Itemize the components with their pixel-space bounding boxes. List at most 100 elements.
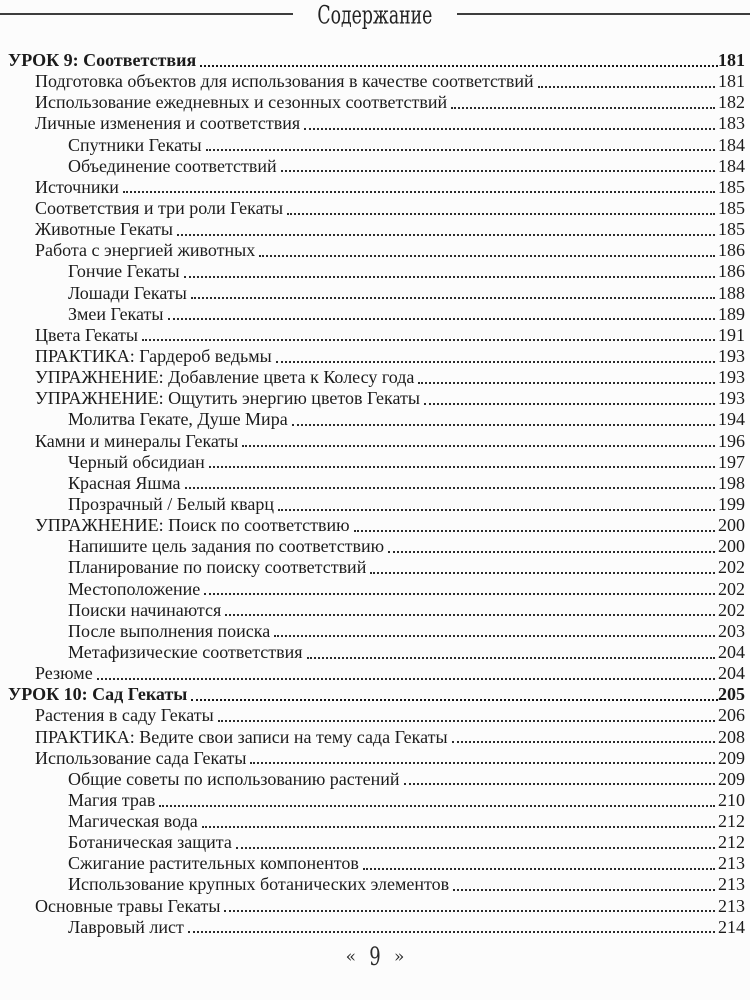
toc-entry-page: 213 <box>718 895 745 916</box>
toc-leader-dots <box>451 727 715 744</box>
toc-entry-label: Планирование по поиску соответствий <box>68 557 367 578</box>
toc-leader-dots <box>362 853 715 870</box>
toc-entry-page: 214 <box>718 916 745 937</box>
toc-entry-label: ПРАКТИКА: Ведите свои записи на тему сад… <box>35 726 448 747</box>
footer-right-guillemet: » <box>393 946 405 967</box>
toc-entry: УРОК 9: Соответствия 181 <box>8 50 745 71</box>
toc-entry-label: Основные травы Гекаты <box>35 895 221 916</box>
toc-leader-dots <box>176 219 715 236</box>
toc-entry-label: УРОК 10: Сад Гекаты <box>8 684 188 705</box>
toc-entry-page: 213 <box>718 853 745 874</box>
toc-leader-dots <box>388 536 715 553</box>
toc-entry-label: Поиски начинаются <box>68 599 222 620</box>
toc-entry-label: Прозрачный / Белый кварц <box>68 493 274 514</box>
toc-entry: УРОК 10: Сад Гекаты 205 <box>8 684 745 705</box>
toc-entry: Магия трав 210 <box>8 790 745 811</box>
toc-leader-dots <box>277 494 715 511</box>
toc-entry: Черный обсидиан 197 <box>8 452 745 473</box>
toc-entry-page: 202 <box>718 578 745 599</box>
toc-entry-page: 197 <box>718 451 745 472</box>
toc-entry: Метафизические соответствия 204 <box>8 642 745 663</box>
toc-entry: Спутники Гекаты 184 <box>8 135 745 156</box>
toc-entry-page: 185 <box>718 176 745 197</box>
toc-entry-label: Гончие Гекаты <box>68 261 180 282</box>
toc-leader-dots <box>418 367 715 384</box>
header-rule-left <box>0 13 294 15</box>
toc-entry: Камни и минералы Гекаты 196 <box>8 431 745 452</box>
toc-entry-page: 209 <box>718 768 745 789</box>
toc-entry: УПРАЖНЕНИЕ: Поиск по соответствию 200 <box>8 515 745 536</box>
toc-entry: Прозрачный / Белый кварц 199 <box>8 494 745 515</box>
toc-leader-dots <box>159 790 715 807</box>
contents-title: Содержание <box>317 0 433 30</box>
toc-entry: Работа с энергией животных 186 <box>8 240 745 261</box>
toc-leader-dots <box>370 557 715 575</box>
toc-leader-dots <box>280 156 715 173</box>
toc-entry-page: 210 <box>718 789 745 810</box>
toc-entry-page: 204 <box>718 641 745 662</box>
toc-entry: УПРАЖНЕНИЕ: Добавление цвета к Колесу го… <box>8 367 745 388</box>
header-rule-right <box>456 13 750 15</box>
toc-leader-dots <box>453 874 715 892</box>
toc-entry: Лавровый лист 214 <box>8 917 745 938</box>
toc-leader-dots <box>287 198 715 215</box>
toc-entry-page: 213 <box>718 874 745 895</box>
toc-entry-label: УПРАЖНЕНИЕ: Поиск по соответствию <box>35 515 350 536</box>
toc-entry-label: Метафизические соответствия <box>68 641 303 662</box>
toc-entry-label: Магия трав <box>68 789 156 810</box>
toc-entry-label: Магическая вода <box>68 811 198 832</box>
toc-entry-label: Растения в саду Гекаты <box>35 705 214 726</box>
toc-entry-page: 194 <box>718 409 745 430</box>
toc-entry-page: 193 <box>718 388 745 409</box>
toc-entry-label: ПРАКТИКА: Гардероб ведьмы <box>35 345 272 366</box>
toc-entry: Ботаническая защита 212 <box>8 832 745 853</box>
toc-entry-label: Источники <box>35 176 119 197</box>
toc-entry-page: 205 <box>718 684 745 705</box>
toc-entry-label: Использование ежедневных и сезонных соот… <box>35 92 448 113</box>
toc-entry: Лошади Гекаты 188 <box>8 283 745 304</box>
toc-leader-dots <box>183 261 715 279</box>
toc-entry-label: Сжигание растительных компонентов <box>68 853 359 874</box>
toc-entry: После выполнения поиска 203 <box>8 621 745 642</box>
toc-entry-page: 208 <box>718 726 745 747</box>
toc-entry-label: Спутники Гекаты <box>68 134 202 155</box>
toc-leader-dots <box>259 240 715 257</box>
toc-leader-dots <box>224 896 715 913</box>
toc-entry-page: 185 <box>718 197 745 218</box>
toc-leader-dots <box>291 409 715 427</box>
toc-leader-dots <box>423 388 715 405</box>
toc-leader-dots <box>200 50 718 67</box>
toc-entry-page: 198 <box>718 472 745 493</box>
toc-leader-dots <box>242 431 715 448</box>
toc-entry-page: 193 <box>718 367 745 388</box>
toc-leader-dots <box>306 642 715 659</box>
toc-entry: УПРАЖНЕНИЕ: Ощутить энергию цветов Гекат… <box>8 388 745 409</box>
toc-entry-page: 182 <box>718 92 745 113</box>
toc-entry-label: Змеи Гекаты <box>68 303 164 324</box>
toc-entry-page: 200 <box>718 536 745 557</box>
toc-leader-dots <box>451 92 715 109</box>
toc-entry-page: 196 <box>718 430 745 451</box>
page-footer: « 9 » <box>0 942 750 971</box>
toc-entry-label: Лошади Гекаты <box>68 282 187 303</box>
toc-entry-page: 199 <box>718 493 745 514</box>
toc-leader-dots <box>304 113 715 131</box>
toc-entry: Использование крупных ботанических элеме… <box>8 874 745 895</box>
toc-entry-label: УПРАЖНЕНИЕ: Добавление цвета к Колесу го… <box>35 367 415 388</box>
toc-entry-label: После выполнения поиска <box>68 620 271 641</box>
toc-leader-dots <box>201 811 715 828</box>
toc-leader-dots <box>204 579 715 596</box>
toc-leader-dots <box>250 748 715 765</box>
toc-entry: Источники 185 <box>8 177 745 198</box>
toc-entry-label: Напишите цель задания по соответствию <box>68 536 385 557</box>
toc-entry-label: Камни и минералы Гекаты <box>35 430 239 451</box>
toc-entry-page: 206 <box>718 705 745 726</box>
toc-list: УРОК 9: Соответствия 181 Подготовка объект… <box>8 50 745 938</box>
toc-entry: Животные Гекаты 185 <box>8 219 745 240</box>
toc-entry-label: Ботаническая защита <box>68 832 232 853</box>
toc-entry-page: 189 <box>718 303 745 324</box>
toc-leader-dots <box>274 621 715 638</box>
toc-leader-dots <box>141 325 715 342</box>
toc-leader-dots <box>96 663 715 680</box>
